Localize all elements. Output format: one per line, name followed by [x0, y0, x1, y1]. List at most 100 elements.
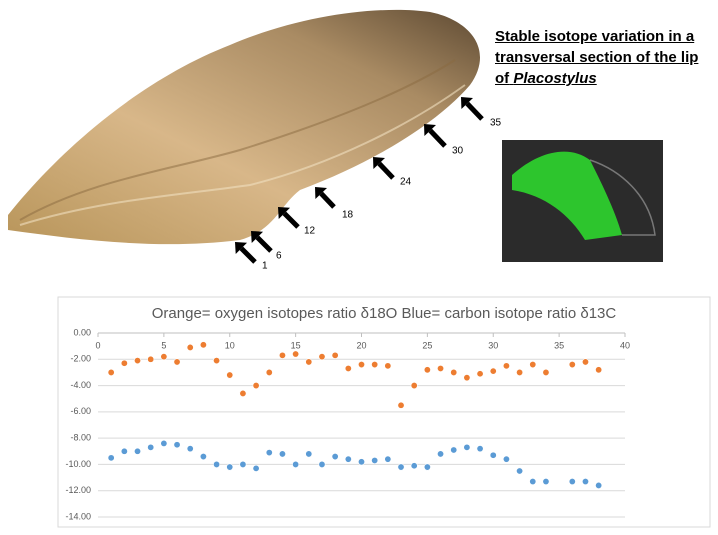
data-point	[410, 382, 418, 390]
shell-photo	[8, 9, 481, 245]
data-point	[134, 357, 142, 365]
data-point	[463, 443, 471, 451]
data-point	[305, 450, 313, 458]
arrow-label: 30	[452, 146, 464, 157]
arrow-label: 24	[400, 177, 412, 188]
inset-outline	[589, 159, 656, 236]
data-point	[318, 353, 326, 361]
data-point	[160, 439, 168, 447]
data-point	[199, 341, 207, 349]
data-point	[186, 445, 194, 453]
arrow-label: 1	[262, 261, 268, 272]
arrow-head	[278, 207, 291, 220]
data-point	[489, 451, 497, 459]
data-point	[107, 368, 115, 376]
data-point	[173, 358, 181, 366]
data-point	[581, 478, 589, 486]
data-point	[595, 481, 603, 489]
x-tick-label: 0	[95, 340, 100, 350]
data-point	[199, 453, 207, 461]
data-point	[397, 401, 405, 409]
data-point	[120, 447, 128, 455]
heading-italic: Placostylus	[513, 70, 597, 87]
data-point	[423, 366, 431, 374]
shell-growth-line	[19, 84, 466, 226]
data-point	[450, 446, 458, 454]
data-point	[357, 361, 365, 369]
data-point	[107, 454, 115, 462]
arrow-head	[315, 187, 327, 200]
data-point	[265, 368, 273, 376]
data-point	[134, 447, 142, 455]
arrow-shaft	[255, 235, 273, 253]
data-point	[265, 449, 273, 457]
y-tick-label: -2.00	[70, 354, 91, 364]
arrow-label: 6	[276, 251, 282, 262]
data-point	[371, 361, 379, 369]
data-point	[476, 445, 484, 453]
x-tick-label: 25	[422, 340, 432, 350]
data-point	[397, 463, 405, 471]
arrow-head	[251, 231, 264, 244]
data-point	[331, 351, 339, 359]
inset-highlight	[512, 151, 622, 240]
data-point	[516, 467, 524, 475]
data-point	[595, 366, 603, 374]
data-point	[292, 350, 300, 358]
arrow-shaft	[377, 161, 395, 180]
x-tick-label: 15	[291, 340, 301, 350]
data-point	[568, 361, 576, 369]
x-tick-label: 10	[225, 340, 235, 350]
data-point	[542, 368, 550, 376]
slide-heading: Stable isotope variation in a transversa…	[495, 26, 715, 89]
data-point	[120, 359, 128, 367]
y-tick-label: -12.00	[65, 485, 91, 495]
y-tick-label: -4.00	[70, 380, 91, 390]
data-point	[371, 456, 379, 464]
arrow-shaft	[282, 211, 300, 229]
y-tick-label: -10.00	[65, 459, 91, 469]
arrow-label: 35	[490, 118, 502, 129]
data-point	[331, 453, 339, 461]
x-tick-label: 20	[356, 340, 366, 350]
x-tick-label: 5	[161, 340, 166, 350]
data-point	[305, 358, 313, 366]
data-point	[581, 358, 589, 366]
data-point	[318, 460, 326, 468]
y-tick-label: -6.00	[70, 406, 91, 416]
x-tick-label: 35	[554, 340, 564, 350]
data-point	[384, 455, 392, 463]
arrow-label: 18	[342, 210, 354, 221]
data-point	[278, 450, 286, 458]
data-point	[476, 370, 484, 378]
data-point	[384, 362, 392, 370]
data-point	[502, 362, 510, 370]
y-tick-label: 0.00	[73, 327, 91, 337]
arrow-head	[461, 97, 474, 110]
data-point	[213, 460, 221, 468]
shell-growth-line	[19, 59, 456, 221]
heading-text: Stable isotope variation in a transversa…	[495, 28, 699, 87]
data-point	[542, 478, 550, 486]
arrow-shaft	[428, 128, 447, 148]
data-point	[147, 443, 155, 451]
data-point	[437, 450, 445, 458]
arrow-head	[235, 242, 248, 255]
y-tick-label: -14.00	[65, 511, 91, 521]
data-point	[489, 367, 497, 375]
data-point	[252, 382, 260, 390]
data-point	[344, 455, 352, 463]
data-point	[239, 389, 247, 397]
x-tick-label: 30	[488, 340, 498, 350]
data-point	[410, 462, 418, 470]
arrow-head	[424, 124, 437, 137]
data-point	[213, 357, 221, 365]
data-point	[226, 463, 234, 471]
arrow-shaft	[319, 191, 336, 209]
data-point	[437, 364, 445, 372]
arrow-shaft	[465, 101, 484, 121]
data-point	[173, 441, 181, 449]
data-point	[344, 364, 352, 372]
